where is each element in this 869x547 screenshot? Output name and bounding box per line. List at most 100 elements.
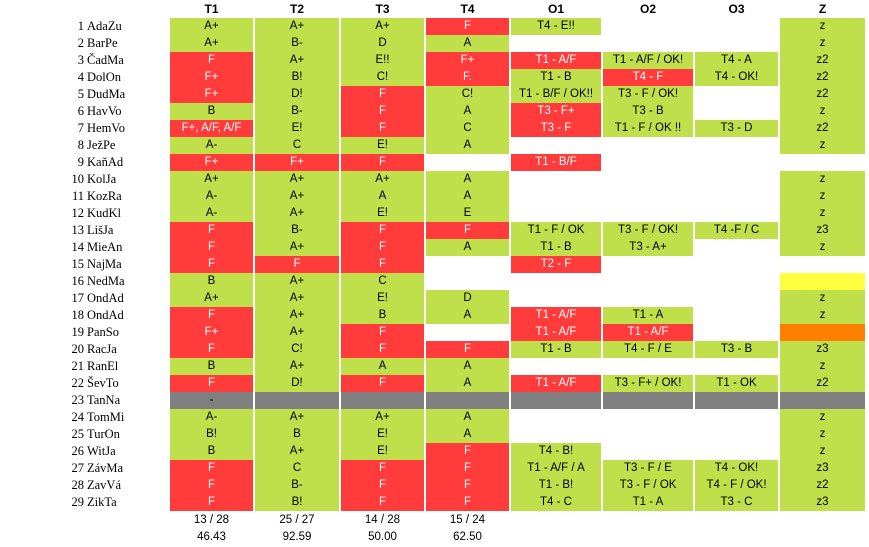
column-header-t2: T2 [289,2,304,16]
grade-cell: A+ [255,52,339,69]
student-name: KolJa [87,172,117,186]
grade-cell: T4 - F [603,69,693,86]
student-name: NajMa [87,257,122,271]
grade-cell: A [426,35,509,52]
grade-cell [603,443,693,460]
row-label: 6 HavVo [60,103,170,120]
grade-cell: z3 [780,341,865,358]
grade-cell: F+ [255,154,339,171]
grade-cell: A [426,103,509,120]
grade-cell: A+ [255,188,339,205]
row-label: 18 OndAd [60,307,170,324]
grade-cell: T1 - A [603,307,693,324]
grade-cell [511,205,601,222]
grade-cell: T1 - A/F [511,324,601,341]
row-number: 12 [71,206,85,220]
grade-cell: T4 -F / C [695,222,778,239]
row-number: 5 [77,87,84,101]
grade-cell [603,426,693,443]
grade-cell: T1 - A/F [603,324,693,341]
row-label: 27 ZávMa [60,460,170,477]
row-number: 2 [77,36,84,50]
student-name: HavVo [87,104,122,118]
row-label: 24 TomMi [60,409,170,426]
row-number: 7 [77,121,84,135]
grade-cell: T3 - B [695,341,778,358]
grade-cell [511,137,601,154]
grade-cell [511,290,601,307]
grade-cell: F [341,324,424,341]
student-name: KudKl [87,206,122,220]
student-name: RacJa [87,342,117,356]
grade-cell: F [341,460,424,477]
row-number: 3 [77,53,84,67]
grade-cell: A [426,137,509,154]
grade-cell: A+ [170,35,253,52]
grade-cell: A+ [255,290,339,307]
grade-cell: A+ [255,273,339,290]
grade-cell: B! [170,426,253,443]
grade-cell: z3 [780,222,865,239]
student-name: MieAn [87,240,123,254]
grade-cell: z [780,443,865,460]
row-number: 20 [71,342,85,356]
student-name: AdaZu [87,19,122,33]
grade-cell [780,392,865,409]
grade-cell [511,273,601,290]
grade-cell: z3 [780,494,865,511]
grade-cell: T1 - A/F / OK! [603,52,693,69]
grade-cell [695,154,778,171]
grade-cell: T3 - C [695,494,778,511]
row-number: 1 [77,19,84,33]
grade-cell: A+ [255,324,339,341]
grade-cell: A+ [170,18,253,35]
row-label: 20 RacJa [60,341,170,358]
grade-cell [603,171,693,188]
grade-cell: C [255,460,339,477]
grade-cell: B- [255,222,339,239]
grade-cell: T3 - D [695,120,778,137]
student-name: DolOn [87,70,122,84]
grade-cell [695,188,778,205]
grade-cell [780,154,865,171]
grade-cell: F [341,477,424,494]
column-header-t3: T3 [375,2,390,16]
row-number: 25 [71,427,85,441]
pass-count: 14 / 28 [364,514,401,526]
grade-cell: F [426,222,509,239]
grade-cell: A+ [255,171,339,188]
grade-cell: A+ [170,171,253,188]
row-number: 18 [71,308,85,322]
grade-cell [511,392,601,409]
grade-cell [695,35,778,52]
grade-cell: F [170,477,253,494]
grade-cell: F [426,341,509,358]
grade-cell: F+ [170,86,253,103]
grade-cell: A+ [255,307,339,324]
grade-cell [695,103,778,120]
row-number: 17 [71,291,85,305]
student-name: NedMa [87,274,125,288]
grade-cell [603,18,693,35]
grade-cell: A [426,426,509,443]
row-number: 26 [71,444,85,458]
grade-cell: A [426,239,509,256]
column-header-t1: T1 [204,2,219,16]
row-number: 13 [71,223,85,237]
row-number: 8 [77,138,84,152]
grade-cell: z2 [780,69,865,86]
pass-percent: 50.00 [368,531,397,543]
grade-cell: A- [170,188,253,205]
row-label: 5 DudMa [60,86,170,103]
grade-cell: z [780,426,865,443]
grade-cell: B! [255,69,339,86]
grade-cell: A+ [341,171,424,188]
student-name: ZávMa [87,461,124,475]
row-label: 8 JežPe [60,137,170,154]
grade-cell: F [426,443,509,460]
grade-cell: D! [255,375,339,392]
grade-cell [603,137,693,154]
grade-cell: z [780,18,865,35]
row-number: 14 [71,240,85,254]
grade-cell: E! [341,205,424,222]
